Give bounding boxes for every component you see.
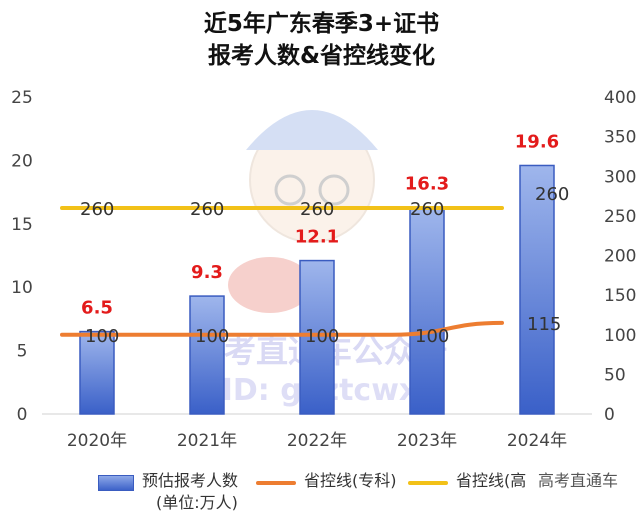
legend-label-bar: 预估报考人数 <box>142 471 239 490</box>
chart-title-line2: 报考人数&省控线变化 <box>207 43 436 69</box>
y-right-tick-label: 300 <box>604 167 636 187</box>
chart-title-line1: 近5年广东春季3+证书 <box>203 11 440 37</box>
watermark-mascot-face <box>249 117 375 243</box>
legend-swatch-bar <box>98 475 134 491</box>
y-left-tick-label: 5 <box>17 342 28 362</box>
legend-swatch-orange <box>256 481 296 485</box>
bar <box>299 259 335 415</box>
x-tick-label: 2021年 <box>177 431 237 451</box>
legend-swatch-yellow <box>408 481 448 485</box>
orange-data-label: 100 <box>305 326 339 347</box>
x-tick-label: 2023年 <box>397 431 457 451</box>
bar-data-label: 12.1 <box>295 227 339 248</box>
y-left-tick-label: 25 <box>11 88 33 108</box>
y-left-tick-label: 10 <box>11 278 33 298</box>
orange-data-label: 100 <box>195 326 229 347</box>
legend-label-orange: 省控线(专科) <box>304 471 397 490</box>
watermark-mascot-cap <box>246 110 378 150</box>
y-left-tick-label: 20 <box>11 151 33 171</box>
yellow-data-label: 260 <box>300 199 334 220</box>
yellow-data-label: 260 <box>410 199 444 220</box>
y-left-tick-label: 15 <box>11 215 33 235</box>
y-right-tick-label: 100 <box>604 326 636 346</box>
y-right-tick-label: 0 <box>604 405 615 425</box>
orange-data-label: 100 <box>85 326 119 347</box>
bar <box>79 330 115 415</box>
bar-data-label: 9.3 <box>191 262 223 283</box>
yellow-data-label: 260 <box>190 199 224 220</box>
bar-data-label: 19.6 <box>515 131 559 152</box>
x-tick-label: 2024年 <box>507 431 567 451</box>
legend-label-bar-unit: (单位:万人) <box>156 493 238 512</box>
y-left-tick-label: 0 <box>17 405 28 425</box>
yellow-data-label: 260 <box>535 184 569 205</box>
y-right-tick-label: 50 <box>604 365 626 385</box>
orange-series-line <box>60 320 504 337</box>
legend-label-yellow: 省控线(高 <box>456 471 527 490</box>
bar-data-label: 6.5 <box>81 298 113 319</box>
orange-data-label: 100 <box>415 326 449 347</box>
watermark-mascot-fish <box>228 257 312 313</box>
y-right-tick-label: 250 <box>604 207 636 227</box>
x-tick-label: 2022年 <box>287 431 347 451</box>
bar <box>519 164 555 415</box>
yellow-data-label: 260 <box>80 199 114 220</box>
legend-watermark-tail: 高考直通车 <box>538 471 619 490</box>
bar <box>189 295 225 415</box>
x-tick-label: 2020年 <box>67 431 127 451</box>
y-right-tick-label: 150 <box>604 286 636 306</box>
chart-svg: 高考直通车公众号 ID: gkztcwx 0510152025050100150… <box>11 88 636 451</box>
y-right-tick-label: 350 <box>604 128 636 148</box>
orange-data-label: 115 <box>527 314 561 335</box>
bar-data-label: 16.3 <box>405 173 449 194</box>
bar <box>409 206 445 415</box>
y-right-tick-label: 400 <box>604 88 636 108</box>
y-right-tick-label: 200 <box>604 247 636 267</box>
